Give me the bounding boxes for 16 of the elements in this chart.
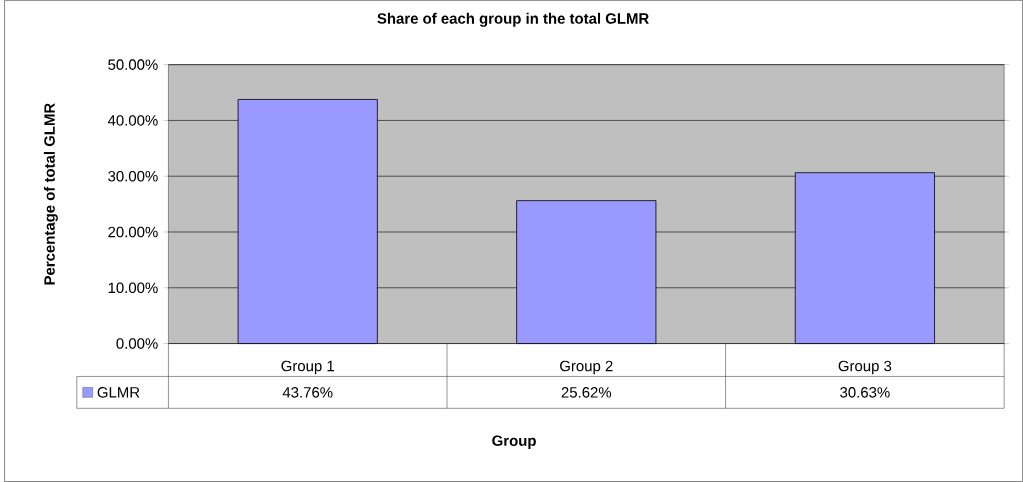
y-axis-title: Percentage of total GLMR: [43, 103, 58, 285]
y-tick-label: 40.00%: [107, 115, 158, 126]
chart-title: Share of each group in the total GLMR: [377, 12, 649, 27]
x-tick-label: Group 3: [838, 360, 892, 375]
text: 43.76%: [282, 387, 333, 398]
y-tick-label: 50.00%: [108, 59, 158, 70]
legend-label: GLMR: [97, 387, 140, 398]
x-tick-label: Group 2: [560, 360, 613, 375]
y-tick-label: 30.00%: [108, 170, 158, 182]
text: 30.63%: [840, 387, 890, 398]
x-tick-label: Group 1: [281, 360, 334, 375]
y-tick-label: 0.00%: [116, 338, 158, 349]
y-tick-label: 20.00%: [108, 226, 158, 238]
y-tick-label: 10.00%: [108, 282, 158, 294]
text: 25.62%: [561, 387, 612, 398]
x-axis-title: Group: [492, 435, 536, 449]
